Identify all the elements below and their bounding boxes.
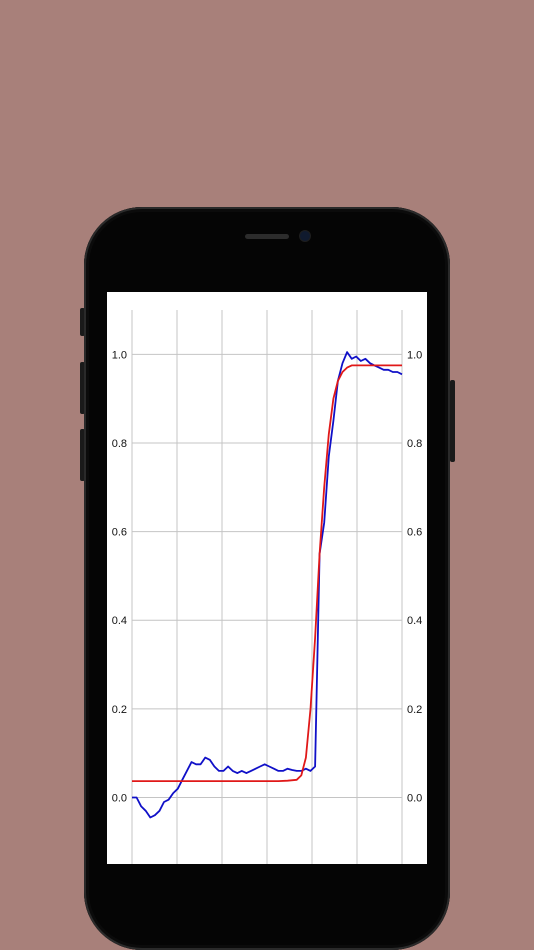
speaker-grille — [245, 234, 289, 239]
phone-frame: 0.0 0.0 0.2 0.2 0.4 0.4 0.6 0.6 0.8 0.8 1.0 1.0 — [84, 207, 450, 950]
volume-down-button[interactable] — [80, 429, 85, 481]
phone-screen: 0.0 0.0 0.2 0.2 0.4 0.4 0.6 0.6 0.8 0.8 1.0 1.0 — [107, 292, 427, 864]
y-tick-label-right: 0.2 — [407, 704, 422, 716]
y-tick-label-right: 0.6 — [407, 527, 422, 539]
line-chart: 0.0 0.0 0.2 0.2 0.4 0.4 0.6 0.6 0.8 0.8 1.0 1.0 — [112, 310, 422, 864]
series-line-1 — [132, 351, 403, 819]
y-tick-label-left: 0.8 — [112, 438, 127, 450]
front-camera — [300, 231, 310, 241]
series-line-2 — [132, 364, 402, 783]
y-tick-label-right: 0.8 — [407, 438, 422, 450]
y-tick-label-left: 0.2 — [112, 704, 127, 716]
y-tick-label-right: 1.0 — [407, 349, 422, 361]
y-tick-label-right: 0.4 — [407, 615, 422, 627]
y-tick-label-left: 0.4 — [112, 615, 127, 627]
y-tick-label-left: 1.0 — [112, 349, 127, 361]
y-tick-label-right: 0.0 — [407, 793, 422, 805]
power-button[interactable] — [450, 380, 455, 462]
y-tick-label-left: 0.6 — [112, 527, 127, 539]
volume-up-button[interactable] — [80, 362, 85, 414]
mute-switch[interactable] — [80, 308, 85, 336]
y-tick-label-left: 0.0 — [112, 793, 127, 805]
